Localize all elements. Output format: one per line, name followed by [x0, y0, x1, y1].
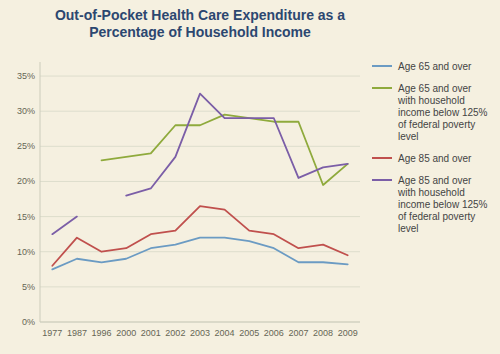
legend-label-line: with household: [397, 95, 465, 106]
legend-label-line: Age 65 and over: [398, 61, 472, 72]
legend-swatch: [372, 179, 392, 181]
title-line: Out-of-Pocket Health Care Expenditure as…: [55, 7, 345, 23]
legend-label: Age 85 and overwith householdincome belo…: [397, 175, 488, 234]
grid-line: [40, 286, 360, 287]
lines: [52, 94, 347, 270]
title-line: Percentage of Household Income: [89, 24, 311, 40]
title: Out-of-Pocket Health Care Expenditure as…: [55, 7, 345, 40]
y-tick-label: 25%: [17, 141, 35, 151]
x-tick-label: 1996: [92, 328, 112, 338]
legend-label: Age 85 and over: [398, 153, 472, 164]
series-line: [52, 206, 347, 266]
x-tick-label: 2008: [313, 328, 333, 338]
legend-swatch: [372, 87, 392, 89]
legend-label-line: Age 85 and over: [398, 175, 472, 186]
y-tick-label: 20%: [17, 176, 35, 186]
grid: [40, 76, 360, 322]
y-axis-line: [40, 62, 41, 322]
legend-label: Age 65 and overwith householdincome belo…: [397, 83, 488, 142]
y-tick-label: 15%: [17, 212, 35, 222]
x-tick-label: 2003: [190, 328, 210, 338]
legend-swatch: [372, 65, 392, 67]
x-tick-label: 2009: [338, 328, 358, 338]
legend-swatch: [372, 157, 392, 159]
grid-line: [40, 181, 360, 182]
legend-label-line: with household: [397, 187, 465, 198]
grid-line: [40, 322, 360, 323]
grid-line: [40, 111, 360, 112]
legend-label-line: level: [398, 223, 419, 234]
x-tick-label: 2004: [215, 328, 235, 338]
series-line: [52, 94, 347, 235]
grid-line: [40, 76, 360, 77]
y-tick-label: 0%: [22, 317, 35, 327]
y-tick-label: 5%: [22, 282, 35, 292]
legend-label: Age 65 and over: [398, 61, 472, 72]
legend-label-line: income below 125%: [398, 107, 488, 118]
y-tick-label: 30%: [17, 106, 35, 116]
x-tick-label: 2000: [116, 328, 136, 338]
grid-line: [40, 216, 360, 217]
x-tick-label: 2001: [141, 328, 161, 338]
grid-line: [40, 146, 360, 147]
x-tick-label: 2007: [288, 328, 308, 338]
legend-label-line: level: [398, 131, 419, 142]
x-tick-label: 1977: [42, 328, 62, 338]
legend-label-line: of federal poverty: [398, 119, 475, 130]
legend-label-line: of federal poverty: [398, 211, 475, 222]
grid-line: [40, 251, 360, 252]
y-tick-label: 10%: [17, 247, 35, 257]
chart: Out-of-Pocket Health Care Expenditure as…: [0, 0, 500, 354]
legend: Age 65 and overAge 65 and overwith house…: [372, 61, 488, 234]
y-tick-label: 35%: [17, 71, 35, 81]
legend-label-line: Age 65 and over: [398, 83, 472, 94]
legend-label-line: income below 125%: [398, 199, 488, 210]
x-tick-label: 1987: [67, 328, 87, 338]
legend-label-line: Age 85 and over: [398, 153, 472, 164]
x-tick-label: 2006: [264, 328, 284, 338]
x-tick-label: 2005: [239, 328, 259, 338]
x-tick-label: 2002: [165, 328, 185, 338]
x-axis-line: [40, 322, 360, 323]
series-line: [102, 115, 348, 185]
series-line: [52, 238, 347, 270]
